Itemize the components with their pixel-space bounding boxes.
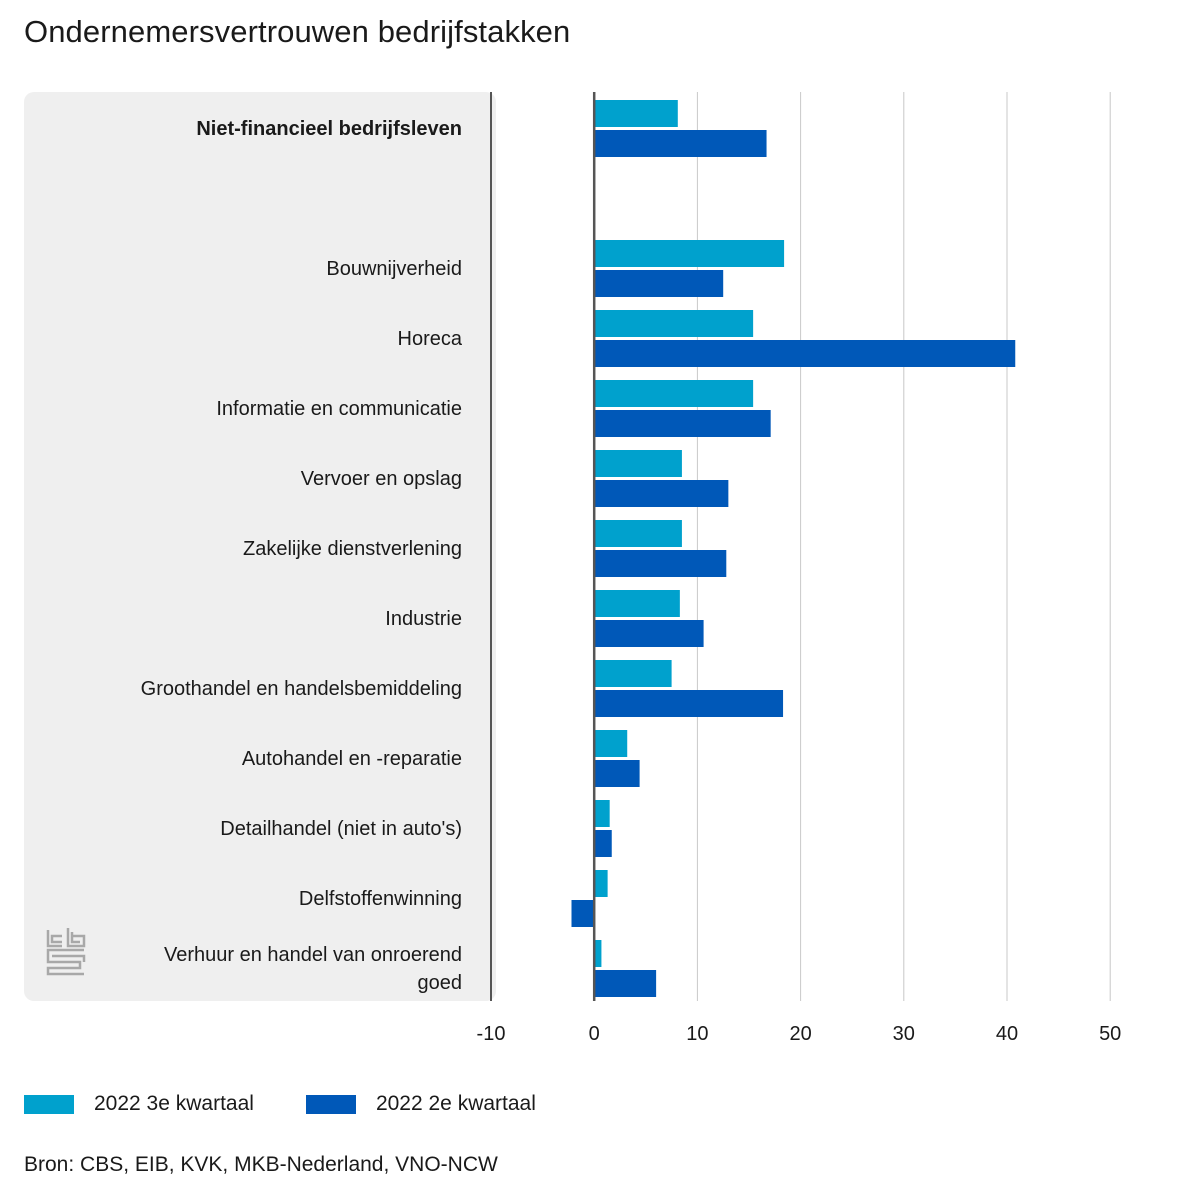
cbs-logo: [46, 928, 86, 976]
bar-series-2: [594, 270, 724, 297]
bar-chart: Niet-financieel bedrijfsleven Bouwnijverh…: [24, 92, 1122, 1045]
bar-series-2: [594, 480, 729, 507]
x-tick-label: 10: [686, 1023, 708, 1045]
x-tick-label: 20: [789, 1023, 811, 1045]
label-panel: [24, 92, 496, 1001]
bar-series-2: [594, 620, 704, 647]
bar-series-2: [594, 830, 612, 857]
source-note: Bron: CBS, EIB, KVK, MKB-Nederland, VNO-…: [24, 1153, 498, 1176]
bars: [571, 100, 1016, 997]
bar-series-1: [594, 310, 754, 337]
bar-series-2: [594, 970, 657, 997]
category-label: Industrie: [385, 608, 462, 630]
bar-series-1: [594, 450, 682, 477]
legend: 2022 3e kwartaal 2022 2e kwartaal: [24, 1092, 536, 1116]
legend-item-series-1: 2022 3e kwartaal: [24, 1092, 254, 1116]
bar-series-2: [594, 760, 640, 787]
bar-series-1: [594, 590, 680, 617]
bar-series-1: [594, 870, 608, 897]
bar-series-1: [594, 940, 602, 967]
bar-series-2: [594, 340, 1016, 367]
bar-series-1: [594, 660, 672, 687]
gridlines: [696, 92, 1111, 1001]
legend-swatch-series-1: [24, 1094, 74, 1114]
zero-axis: [490, 92, 596, 1001]
category-label: Bouwnijverheid: [326, 258, 462, 280]
legend-swatch-series-2: [305, 1094, 356, 1114]
bar-series-1: [594, 380, 754, 407]
x-tick-label: 0: [589, 1023, 600, 1045]
bar-series-2: [594, 550, 727, 577]
bar-series-1: [594, 730, 628, 757]
category-label: Autohandel en -reparatie: [242, 748, 462, 770]
bar-series-2: [571, 900, 595, 927]
bar-series-2: [594, 410, 771, 437]
category-label: Detailhandel (niet in auto's): [220, 818, 462, 840]
bar-series-1: [594, 240, 785, 267]
x-tick-label: 50: [1099, 1023, 1121, 1045]
category-label: Verhuur en handel van onroerend: [164, 944, 462, 966]
bar-series-1: [594, 100, 678, 127]
bar-series-2: [594, 130, 767, 157]
category-label: Informatie en communicatie: [216, 398, 462, 420]
legend-label-series-2: 2022 2e kwartaal: [375, 1092, 536, 1115]
legend-item-series-2: 2022 2e kwartaal: [305, 1092, 536, 1116]
x-tick-labels: -10 0 10 20 30 40 50: [477, 1023, 1122, 1045]
bar-series-2: [594, 690, 784, 717]
category-labels: Niet-financieel bedrijfsleven Bouwnijverh…: [141, 118, 463, 994]
category-label: Delfstoffenwinning: [299, 888, 462, 910]
legend-label-series-1: 2022 3e kwartaal: [94, 1092, 254, 1115]
category-label: Groothandel en handelsbemiddeling: [141, 678, 462, 700]
category-label: goed: [418, 972, 463, 994]
category-label: Zakelijke dienstverlening: [243, 538, 462, 560]
chart-title: Ondernemersvertrouwen bedrijfstakken: [24, 14, 571, 49]
x-tick-label: 30: [893, 1023, 915, 1045]
category-label: Vervoer en opslag: [301, 468, 462, 490]
category-label: Niet-financieel bedrijfsleven: [196, 118, 462, 140]
x-tick-label: -10: [477, 1023, 506, 1045]
category-label: Horeca: [398, 328, 463, 350]
x-tick-label: 40: [996, 1023, 1018, 1045]
bar-series-1: [594, 800, 610, 827]
bar-series-1: [594, 520, 682, 547]
